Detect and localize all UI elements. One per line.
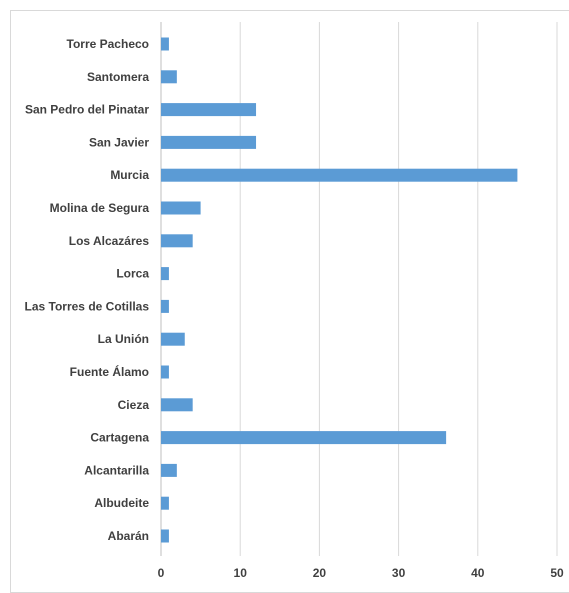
- x-tick-label: 0: [158, 566, 165, 580]
- x-tick-label: 20: [313, 566, 327, 580]
- bar: [161, 464, 177, 477]
- category-labels: Torre Pacheco Santomera San Pedro del Pina…: [25, 37, 150, 543]
- bar: [161, 103, 256, 116]
- bar: [161, 398, 193, 411]
- category-label: Murcia: [110, 168, 149, 182]
- category-label: Los Alcazáres: [69, 234, 150, 248]
- category-label: Molina de Segura: [50, 201, 150, 215]
- bar: [161, 431, 446, 444]
- x-tick-label: 10: [234, 566, 248, 580]
- bar: [161, 267, 169, 280]
- gridlines: [161, 22, 557, 556]
- category-label: Santomera: [87, 70, 149, 84]
- bar: [161, 169, 517, 182]
- bar: [161, 202, 201, 215]
- bar: [161, 70, 177, 83]
- category-label: Albudeite: [94, 496, 149, 510]
- bar: [161, 38, 169, 51]
- category-label: Las Torres de Cotillas: [25, 299, 150, 313]
- x-tick-labels: 0 10 20 30 40 50: [158, 566, 564, 580]
- x-tick-label: 40: [471, 566, 485, 580]
- bar: [161, 300, 169, 313]
- category-label: Fuente Álamo: [70, 364, 149, 379]
- bars: [161, 38, 517, 543]
- category-label: Cieza: [118, 398, 150, 412]
- category-label: San Javier: [89, 135, 149, 149]
- category-label: Abarán: [108, 529, 149, 543]
- category-label: La Unión: [98, 332, 149, 346]
- category-label: Lorca: [116, 267, 149, 281]
- x-tick-label: 30: [392, 566, 406, 580]
- category-label: Alcantarilla: [84, 463, 149, 477]
- x-tick-label: 50: [550, 566, 564, 580]
- bar: [161, 136, 256, 149]
- bar: [161, 497, 169, 510]
- category-label: Cartagena: [90, 431, 149, 445]
- category-label: San Pedro del Pinatar: [25, 103, 149, 117]
- bar: [161, 530, 169, 543]
- bar: [161, 234, 193, 247]
- bar: [161, 366, 169, 379]
- category-label: Torre Pacheco: [67, 37, 149, 51]
- bar: [161, 333, 185, 346]
